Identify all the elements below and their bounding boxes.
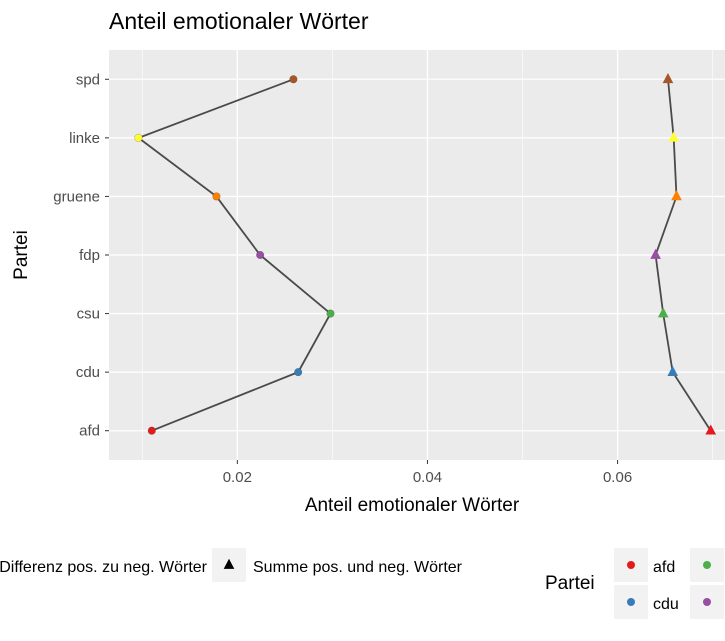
data-point-circle bbox=[326, 309, 335, 318]
data-point-circle bbox=[212, 192, 221, 201]
y-tick-label: csu bbox=[77, 306, 100, 323]
chart-title: Anteil emotionaler Wörter bbox=[109, 8, 369, 34]
y-axis-title: Partei bbox=[11, 230, 32, 280]
legend-key-triangle bbox=[223, 558, 235, 569]
legend-key-fdp bbox=[703, 598, 711, 606]
legend-key-cdu bbox=[627, 598, 635, 606]
y-tick-label: fdp bbox=[79, 247, 100, 264]
data-point-circle bbox=[147, 426, 156, 435]
grid bbox=[109, 50, 725, 460]
x-tick-label: 0.06 bbox=[603, 469, 632, 486]
y-tick-label: afd bbox=[79, 423, 100, 440]
data-point-circle bbox=[256, 250, 265, 260]
legend-color: Parteiafdcducsufdp bbox=[545, 548, 724, 619]
data-point-circle bbox=[289, 75, 298, 84]
legend-key-afd bbox=[627, 561, 635, 569]
legend-shape-label: Differenz pos. zu neg. Wörter bbox=[0, 559, 208, 576]
x-tick-label: 0.02 bbox=[223, 469, 252, 486]
data-point-triangle bbox=[657, 307, 669, 318]
x-tick-label: 0.04 bbox=[413, 469, 442, 486]
data-point-triangle bbox=[667, 365, 679, 376]
legend-key-csu bbox=[703, 561, 711, 569]
data-point-triangle bbox=[668, 131, 679, 142]
x-axis-title: Anteil emotionaler Wörter bbox=[305, 495, 520, 516]
data-points bbox=[134, 73, 717, 435]
data-point-triangle bbox=[705, 424, 717, 435]
legend-label-afd: afd bbox=[653, 559, 675, 576]
legend-title: Partei bbox=[545, 573, 595, 594]
data-point-triangle bbox=[650, 248, 661, 259]
legend-label-cdu: cdu bbox=[653, 596, 679, 613]
y-tick-label: spd bbox=[76, 71, 100, 88]
x-axis: 0.02 0.04 0.06 bbox=[223, 460, 632, 486]
data-point-circle bbox=[294, 368, 303, 377]
y-tick-label: gruene bbox=[53, 188, 100, 205]
legend-shape: Differenz pos. zu neg. Wörter Summe pos. … bbox=[0, 548, 463, 582]
y-axis: afd cdu csu fdp gruene linke spd bbox=[53, 71, 109, 440]
data-point-triangle bbox=[671, 190, 682, 201]
y-tick-label: linke bbox=[69, 130, 100, 147]
data-point-triangle bbox=[662, 73, 674, 84]
y-tick-label: cdu bbox=[76, 364, 100, 381]
data-point-circle bbox=[134, 133, 143, 142]
legend-shape-label: Summe pos. und neg. Wörter bbox=[253, 559, 463, 576]
